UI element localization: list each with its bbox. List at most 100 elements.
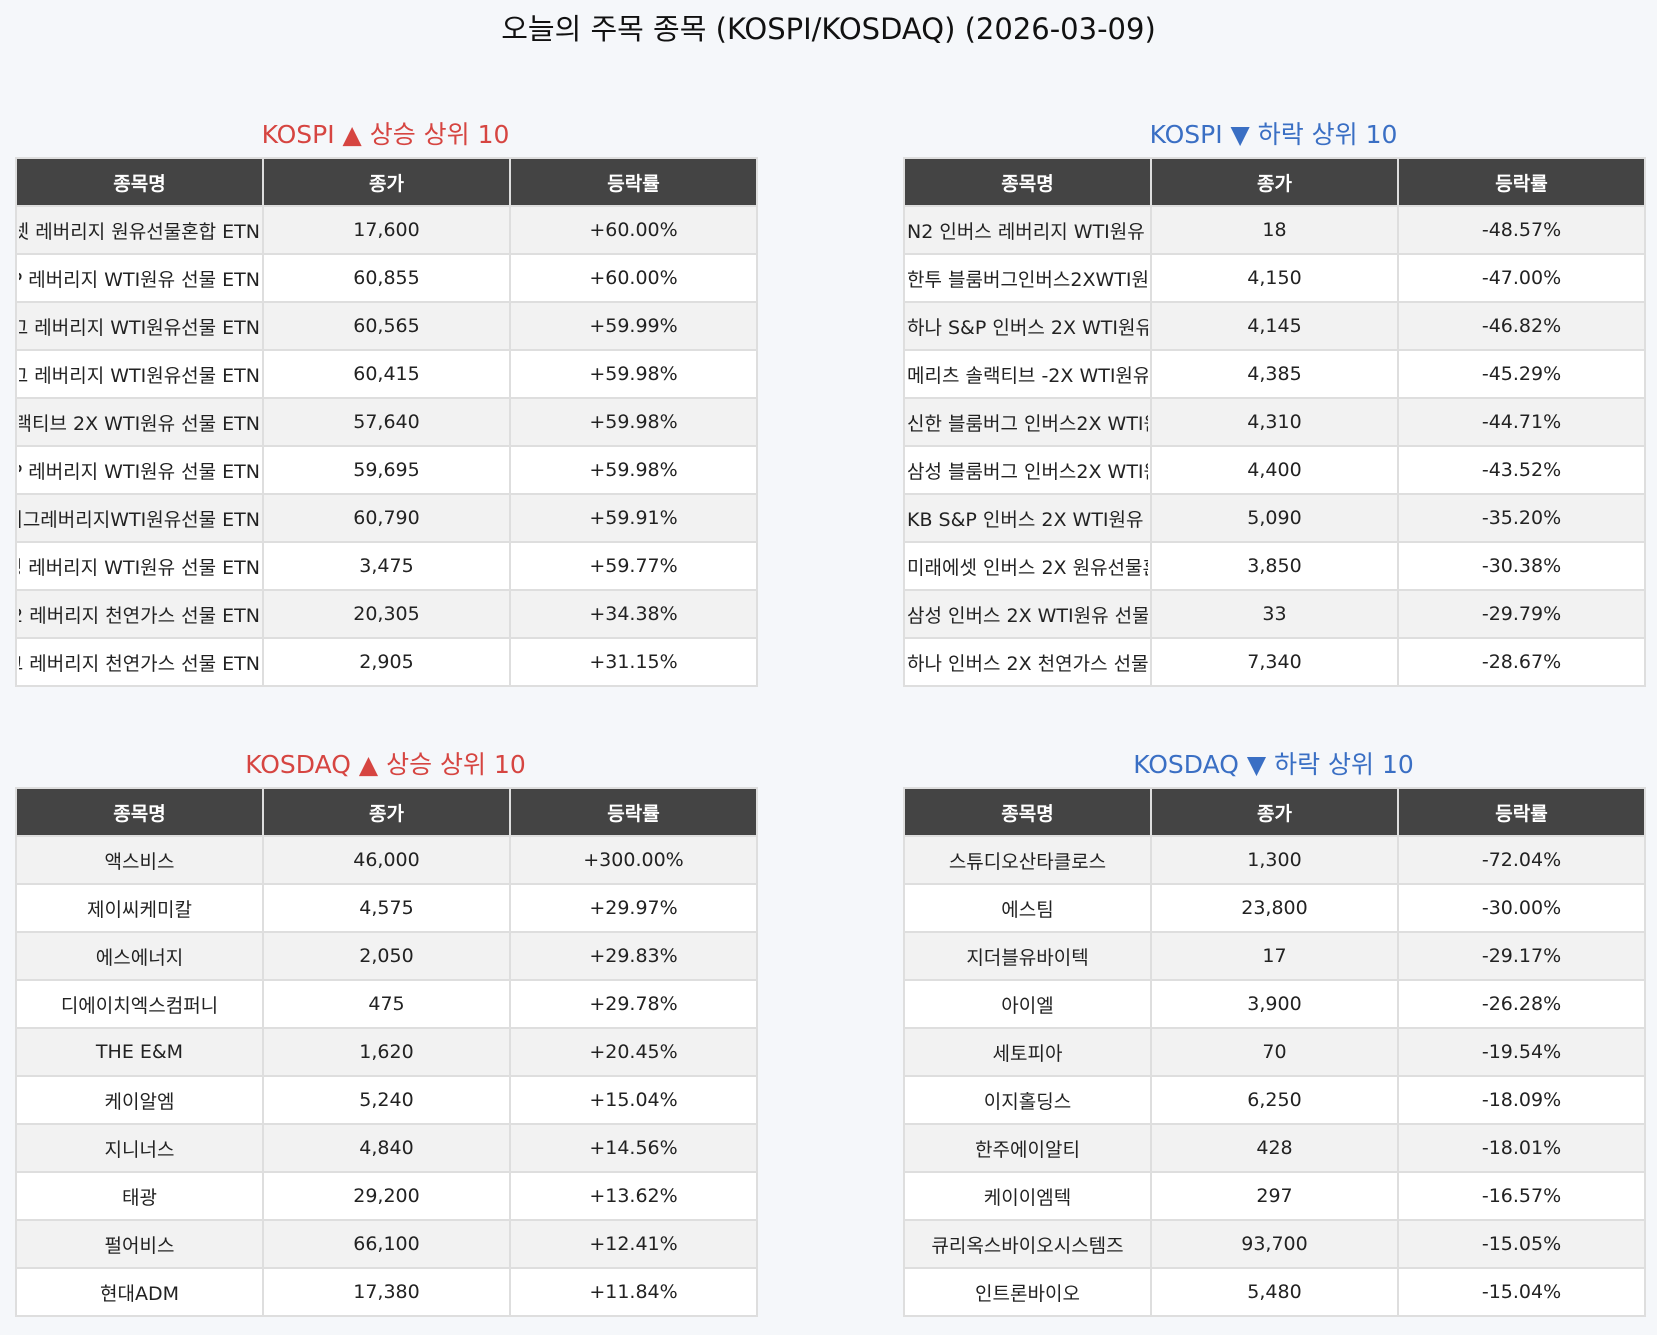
stock-name-cell: 에스팀	[903, 883, 1152, 933]
change-rate: +59.99%	[509, 301, 758, 351]
stock-name-cell: 디에이치엑스컴퍼니	[15, 979, 264, 1029]
stock-name: 에스팀	[1001, 898, 1054, 921]
stock-name: 태광	[122, 1186, 157, 1209]
change-rate: +11.84%	[509, 1267, 758, 1317]
change-rate: +59.77%	[509, 541, 758, 591]
table-row: 현대ADM 17,380 +11.84%	[15, 1267, 758, 1317]
close-price: 2,905	[262, 637, 511, 687]
close-price: 46,000	[262, 835, 511, 885]
table-row: 하나 S&P 인버스 2X WTI원유 선물 ETN4,145-46.82%	[903, 301, 1646, 351]
stock-name: 액스비스	[104, 850, 175, 873]
stock-name: 신한 블룸버그 인버스2X WTI원유선물 ETN	[907, 412, 1148, 435]
change-rate: -48.57%	[1397, 205, 1646, 255]
stock-name: 한주에이알티	[975, 1138, 1080, 1161]
stock-name: 세토피아	[992, 1042, 1063, 1065]
stock-name: 삼성 레버리지 WTI원유 선물 ETN	[19, 553, 260, 580]
close-price: 3,475	[262, 541, 511, 591]
stock-name: 에스에너지	[95, 946, 184, 969]
stock-name: N2 인버스 레버리지 WTI원유 선물 ETN	[907, 220, 1148, 243]
table-row: 케이이엠텍 297 -16.57%	[903, 1171, 1646, 1221]
close-price: 17,380	[262, 1267, 511, 1317]
table-header-row: 종목명 종가 등락률	[903, 787, 1646, 837]
stock-name-cell: 액스비스	[15, 835, 264, 885]
close-price: 70	[1150, 1027, 1399, 1077]
table-row: 에스팀 23,800 -30.00%	[903, 883, 1646, 933]
stock-name-cell: 큐리옥스바이오시스템즈	[903, 1219, 1152, 1269]
stock-name-text: 한투 블룸버그 레버리지 WTI원유선물 ETN	[19, 364, 260, 387]
change-rate: +29.83%	[509, 931, 758, 981]
table-row: 세토피아 70 -19.54%	[903, 1027, 1646, 1077]
close-price: 60,790	[262, 493, 511, 543]
change-rate: +59.98%	[509, 349, 758, 399]
close-price: 66,100	[262, 1219, 511, 1269]
stock-name-cell: 이지홀딩스	[903, 1075, 1152, 1125]
stock-name: 지니너스	[104, 1138, 175, 1161]
stock-name-cell: 스튜디오산타클로스	[903, 835, 1152, 885]
table-header-row: 종목명 종가 등락률	[15, 157, 758, 207]
stock-name: 메리츠 솔랙티브 2X WTI원유 선물 ETN	[19, 409, 260, 436]
stock-name: 지더블유바이텍	[966, 946, 1089, 969]
table-row: N2 인버스 레버리지 WTI원유 선물 ETN18-48.57%	[903, 205, 1646, 255]
stock-name-text: N2 레버리지 천연가스 선물 ETN	[19, 604, 260, 627]
close-price: 4,385	[1150, 349, 1399, 399]
close-price: 60,855	[262, 253, 511, 303]
stock-name-text: KB S&P 레버리지 WTI원유 선물 ETN	[19, 268, 260, 291]
change-rate: -16.57%	[1397, 1171, 1646, 1221]
close-price: 3,900	[1150, 979, 1399, 1029]
stock-name-cell: 메리츠 솔랙티브 2X WTI원유 선물 ETN	[15, 397, 264, 447]
table-row: 액스비스 46,000 +300.00%	[15, 835, 758, 885]
stock-name: 스튜디오산타클로스	[948, 850, 1107, 873]
table-row: 한주에이알티 428 -18.01%	[903, 1123, 1646, 1173]
stock-name-cell: 현대ADM	[15, 1267, 264, 1317]
close-price: 18	[1150, 205, 1399, 255]
close-price: 1,300	[1150, 835, 1399, 885]
change-rate: +13.62%	[509, 1171, 758, 1221]
table-row: 태광 29,200 +13.62%	[15, 1171, 758, 1221]
close-price: 4,840	[262, 1123, 511, 1173]
stock-name: 삼성 블룸버그 인버스2X WTI원유선물 ETN	[907, 460, 1148, 483]
stock-name: THE E&M	[95, 1041, 184, 1063]
close-price: 475	[262, 979, 511, 1029]
close-price: 20,305	[262, 589, 511, 639]
stock-name-cell: 하나 S&P 인버스 2X WTI원유 선물 ETN	[903, 301, 1152, 351]
stock-name: 케이이엠텍	[983, 1186, 1072, 1209]
stock-name: 케이알엠	[104, 1090, 175, 1113]
stock-name-cell: 하나 인버스 2X 천연가스 선물 ETN	[903, 637, 1152, 687]
change-rate: -72.04%	[1397, 835, 1646, 885]
stock-name: 디에이치엑스컴퍼니	[60, 994, 219, 1017]
table-row: 메리츠 솔랙티브 -2X WTI원유 선물 ETN4,385-45.29%	[903, 349, 1646, 399]
change-rate: -18.09%	[1397, 1075, 1646, 1125]
table-row: 신한 블룸버그 인버스2X WTI원유선물 ETN4,310-44.71%	[903, 397, 1646, 447]
table-row: THE E&M 1,620 +20.45%	[15, 1027, 758, 1077]
change-rate: +29.78%	[509, 979, 758, 1029]
table-row: 지더블유바이텍 17 -29.17%	[903, 931, 1646, 981]
stock-name: 대신 블룸버그레버리지WTI원유선물 ETN	[19, 505, 260, 532]
stock-name: 하나 S&P 레버리지 WTI원유 선물 ETN	[19, 457, 260, 484]
close-price: 4,400	[1150, 445, 1399, 495]
stock-name-cell: THE E&M	[15, 1027, 264, 1077]
stock-name-cell: 케이알엠	[15, 1075, 264, 1125]
stock-name-cell: 지니너스	[15, 1123, 264, 1173]
stock-name-text: 삼성 레버리지 WTI원유 선물 ETN	[19, 556, 260, 579]
column-header-price: 종가	[1150, 157, 1399, 207]
change-rate: -30.38%	[1397, 541, 1646, 591]
table-row: 이지홀딩스 6,250 -18.09%	[903, 1075, 1646, 1125]
kosdaq-down-table: 종목명 종가 등락률 스튜디오산타클로스 1,300 -72.04% 에스팀 23,80…	[903, 787, 1646, 1317]
change-rate: -15.04%	[1397, 1267, 1646, 1317]
close-price: 60,565	[262, 301, 511, 351]
table-row: 하나 인버스 2X 천연가스 선물 ETN7,340-28.67%	[903, 637, 1646, 687]
column-header-change: 등락률	[1397, 157, 1646, 207]
table-row: 제이씨케미칼 4,575 +29.97%	[15, 883, 758, 933]
section-title: KOSPI ▲ 상승 상위 10	[261, 120, 510, 149]
stock-name: KB S&P 레버리지 WTI원유 선물 ETN	[19, 265, 260, 292]
close-price: 60,415	[262, 349, 511, 399]
change-rate: -28.67%	[1397, 637, 1646, 687]
stock-name-cell: 하나 S&P 레버리지 WTI원유 선물 ETN	[15, 445, 264, 495]
change-rate: +60.00%	[509, 253, 758, 303]
stock-name: 큐리옥스바이오시스템즈	[931, 1234, 1124, 1257]
